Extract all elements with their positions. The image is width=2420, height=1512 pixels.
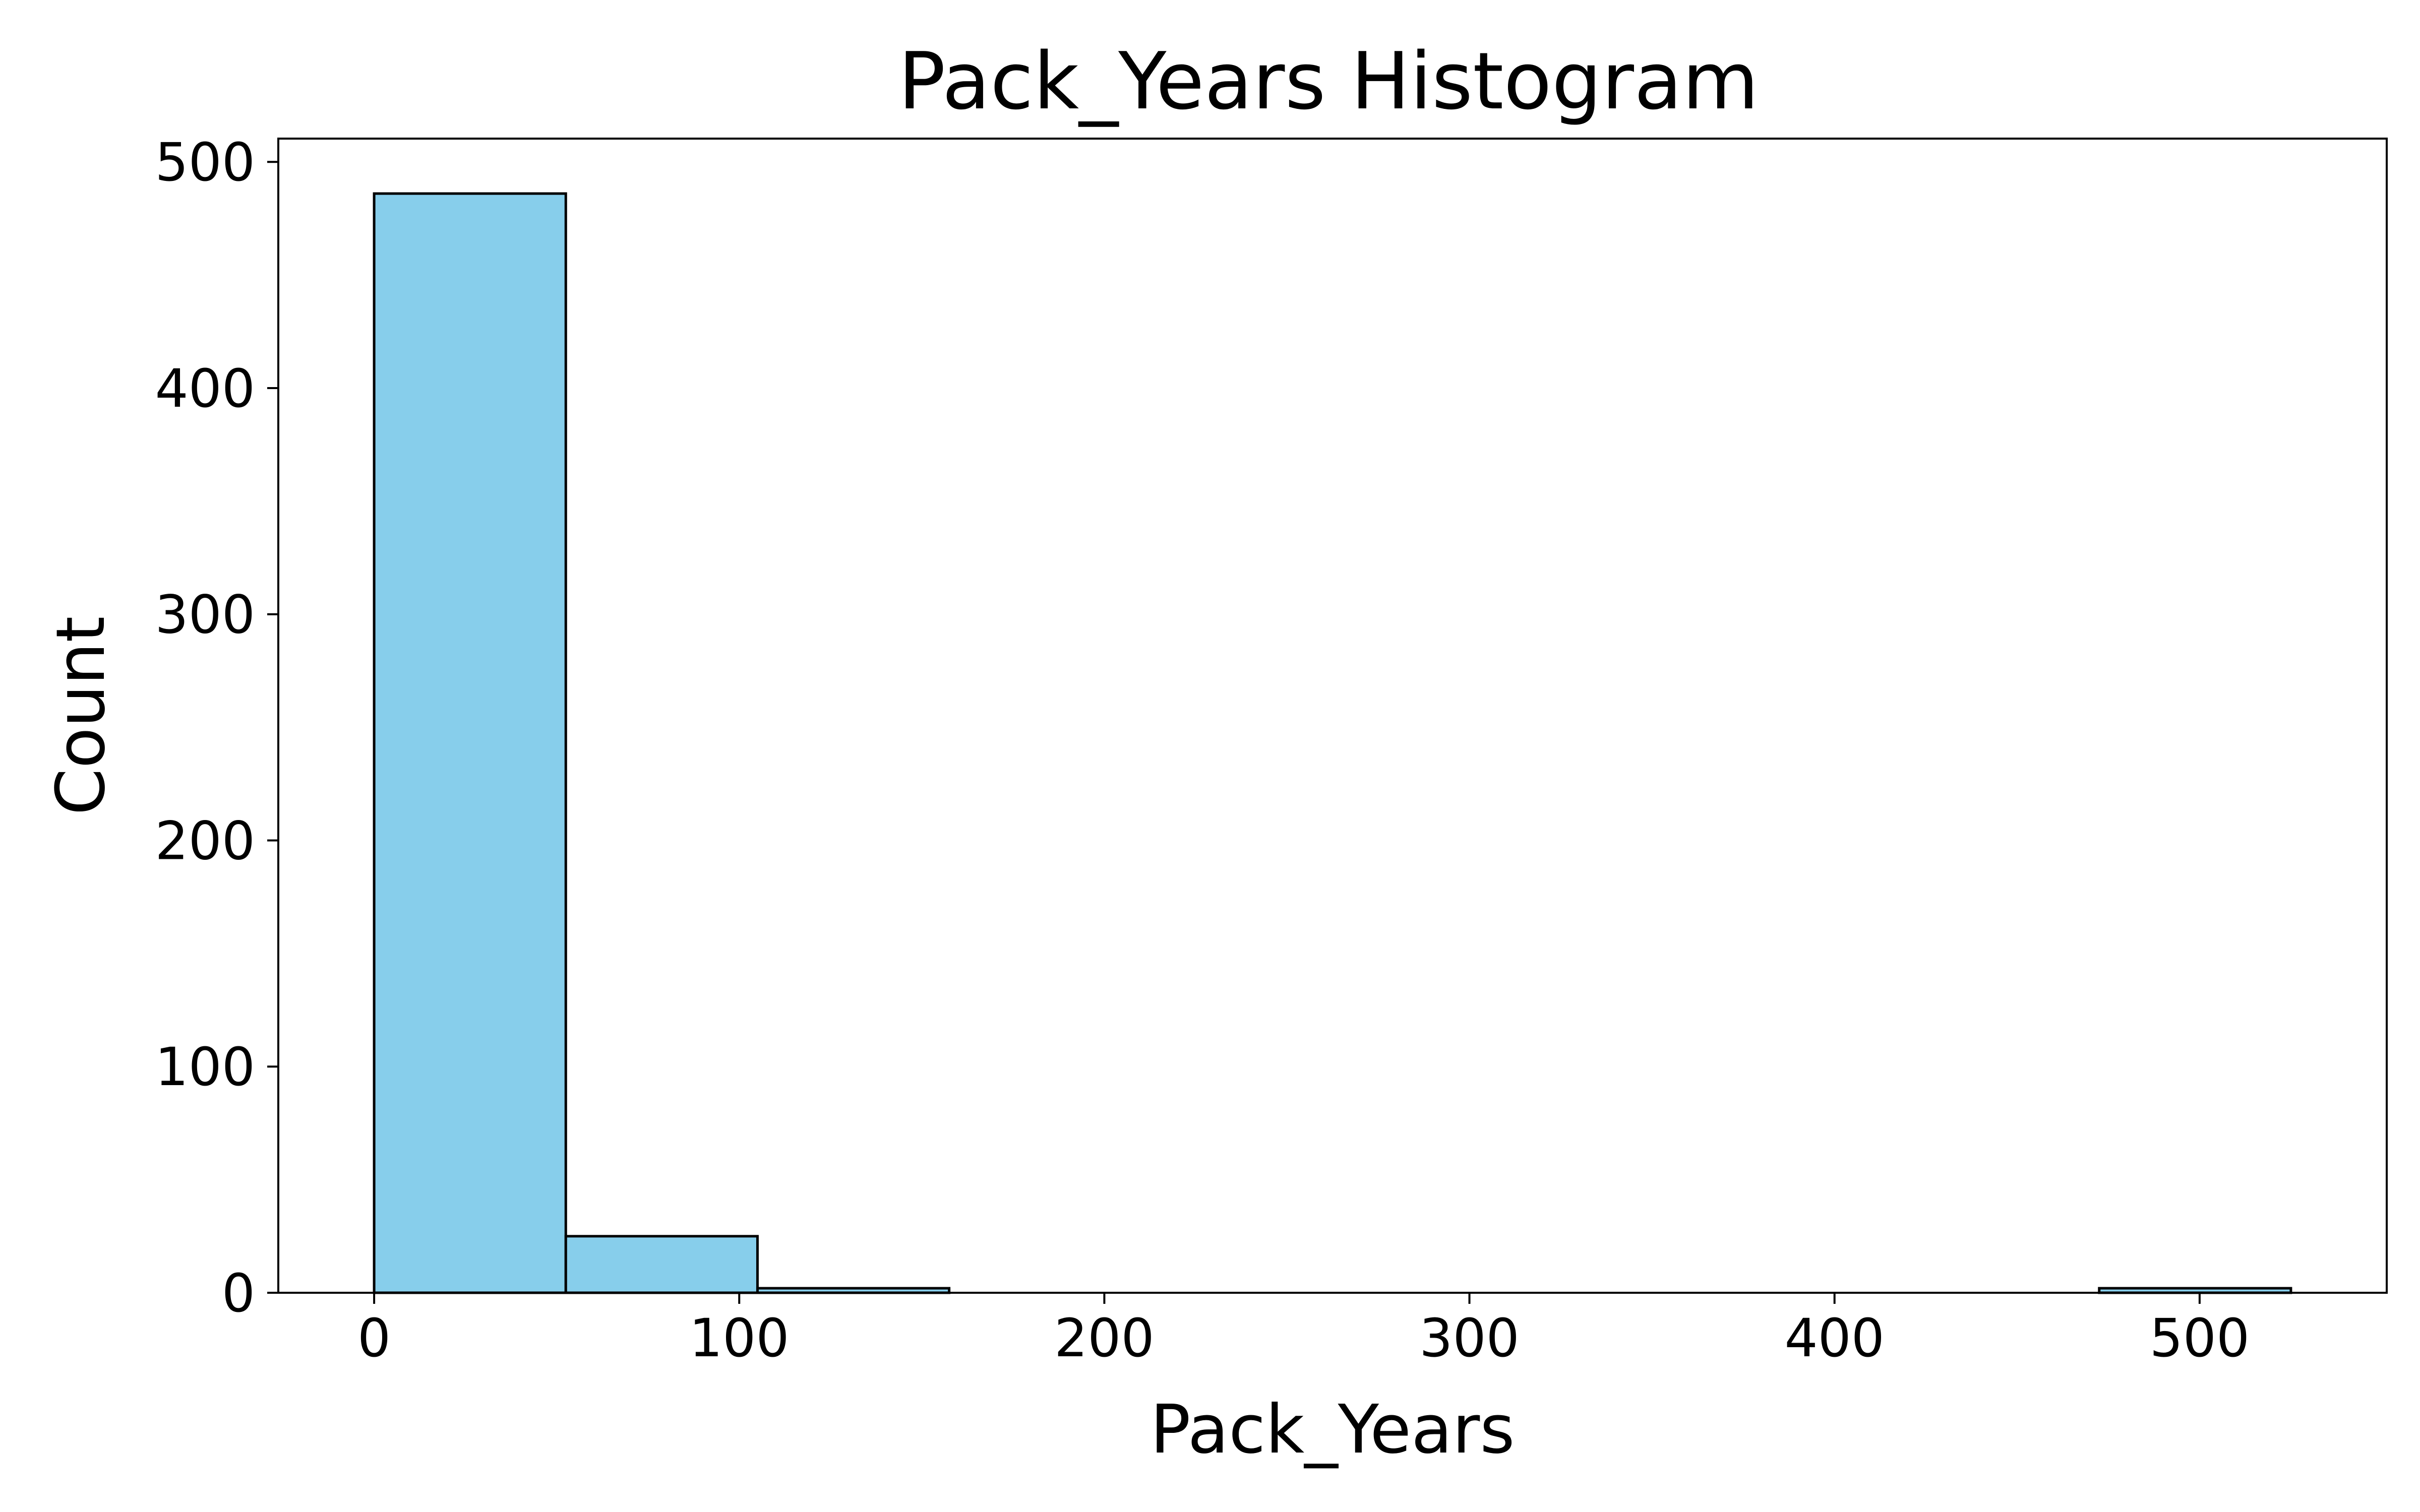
histogram-bar-1 bbox=[564, 1235, 759, 1294]
x-tick-label: 200 bbox=[1054, 1307, 1155, 1369]
x-tick-label: 0 bbox=[357, 1307, 391, 1369]
y-tick-label: 400 bbox=[155, 358, 255, 419]
y-tick-label: 100 bbox=[155, 1036, 255, 1098]
x-tick-label: 500 bbox=[2150, 1307, 2250, 1369]
plot-area-frame bbox=[277, 138, 2388, 1294]
x-tick-label: 100 bbox=[689, 1307, 790, 1369]
x-axis-label: Pack_Years bbox=[1150, 1391, 1515, 1469]
bars-layer bbox=[373, 192, 2292, 1294]
x-tick-label: 300 bbox=[1419, 1307, 1520, 1369]
x-tick-label: 400 bbox=[1784, 1307, 1885, 1369]
y-tick-label: 500 bbox=[155, 132, 255, 193]
histogram-bar-0 bbox=[373, 192, 567, 1294]
y-axis-label: Count bbox=[42, 616, 120, 815]
y-tick-label: 300 bbox=[155, 584, 255, 646]
y-tick-label: 200 bbox=[155, 810, 255, 871]
y-tick-label: 0 bbox=[222, 1263, 255, 1324]
y-axis-ticks: 0 100 200 300 400 500 bbox=[155, 132, 278, 1324]
x-axis-ticks: 0 100 200 300 400 500 bbox=[357, 1293, 2250, 1369]
chart-title: Pack_Years Histogram bbox=[898, 35, 1759, 127]
